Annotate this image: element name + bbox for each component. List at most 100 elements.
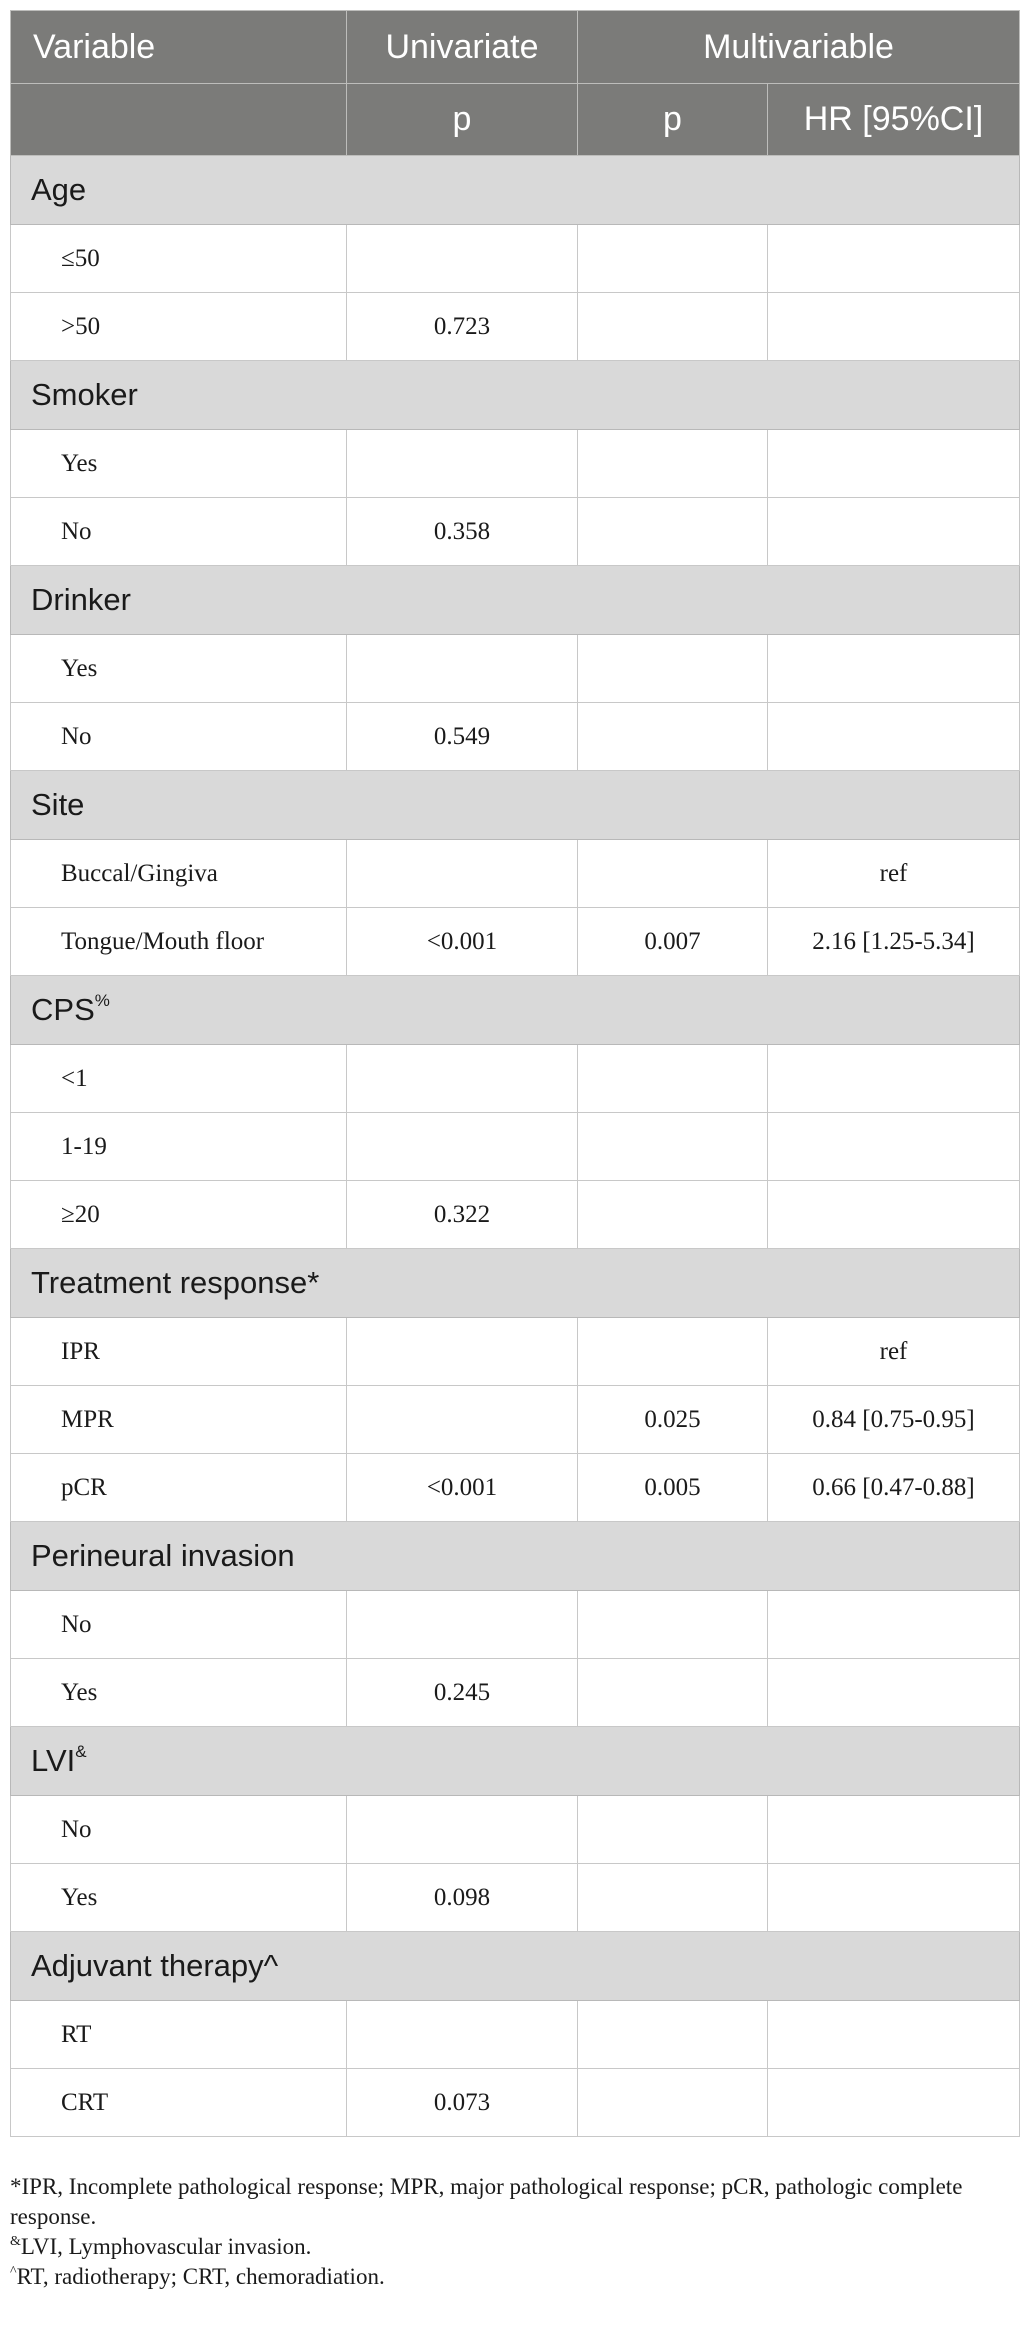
row-label: Yes xyxy=(10,429,347,498)
hazard-ratio-cell: 0.84 [0.75-0.95] xyxy=(766,1385,1021,1454)
multivariable-p-cell xyxy=(577,1658,768,1727)
univariate-p-cell: <0.001 xyxy=(346,907,578,976)
group-row: CPS% xyxy=(9,975,1021,1045)
hazard-ratio-cell xyxy=(766,292,1021,361)
univariate-p-cell xyxy=(346,1590,578,1659)
header-blank xyxy=(10,83,347,156)
hazard-ratio-cell xyxy=(766,1863,1021,1932)
table-body: Age ≤50 >50 0.723 Smoker Yes No 0.358 Drinker Yes… xyxy=(9,155,1021,2137)
group-name: Adjuvant therapy^ xyxy=(31,1948,279,1983)
row-label: No xyxy=(10,702,347,771)
header-row-2: p p HR [95%CI] xyxy=(10,83,1021,156)
row-label: IPR xyxy=(10,1317,347,1386)
hazard-ratio-cell: 2.16 [1.25-5.34] xyxy=(766,907,1021,976)
table-header: Variable Univariate Multivariable p p HR… xyxy=(10,10,1021,156)
table-row: >50 0.723 xyxy=(10,292,1021,361)
group-row: Perineural invasion xyxy=(9,1521,1021,1591)
hazard-ratio-cell xyxy=(766,702,1021,771)
table-footnotes: *IPR, Incomplete pathological response; … xyxy=(10,2172,1020,2292)
univariate-p-cell: 0.073 xyxy=(346,2068,578,2137)
univariate-p-cell xyxy=(346,429,578,498)
univariate-p-cell: 0.723 xyxy=(346,292,578,361)
header-multivariable: Multivariable xyxy=(576,10,1021,84)
univariate-p-cell: 0.245 xyxy=(346,1658,578,1727)
multivariable-p-cell: 0.025 xyxy=(577,1385,768,1454)
multivariable-p-cell xyxy=(577,429,768,498)
header-multivariable-p: p xyxy=(577,83,768,156)
table-row: No 0.549 xyxy=(10,702,1021,771)
group-label-cell: LVI& xyxy=(9,1726,1021,1796)
footnote-text: LVI, Lymphovascular invasion. xyxy=(20,2234,312,2259)
table-row: ≥20 0.322 xyxy=(10,1180,1021,1249)
regression-table: Variable Univariate Multivariable p p HR… xyxy=(9,10,1021,2137)
footnote-text: RT, radiotherapy; CRT, chemoradiation. xyxy=(16,2264,385,2289)
footnote-marker: ^ xyxy=(10,2264,17,2279)
univariate-p-cell xyxy=(346,1044,578,1113)
group-row: LVI& xyxy=(9,1726,1021,1796)
univariate-p-cell xyxy=(346,224,578,293)
hazard-ratio-cell xyxy=(766,1044,1021,1113)
table-row: MPR 0.025 0.84 [0.75-0.95] xyxy=(10,1385,1021,1454)
hazard-ratio-cell xyxy=(766,1658,1021,1727)
univariate-p-cell xyxy=(346,634,578,703)
multivariable-p-cell: 0.007 xyxy=(577,907,768,976)
group-row: Smoker xyxy=(9,360,1021,430)
row-label: Tongue/Mouth floor xyxy=(10,907,347,976)
multivariable-p-cell xyxy=(577,1180,768,1249)
table-row: No xyxy=(10,1590,1021,1659)
header-row-1: Variable Univariate Multivariable xyxy=(10,10,1021,84)
multivariable-p-cell xyxy=(577,224,768,293)
group-label-cell: Adjuvant therapy^ xyxy=(9,1931,1021,2001)
univariate-p-cell: 0.098 xyxy=(346,1863,578,1932)
univariate-p-cell xyxy=(346,1795,578,1864)
group-row: Site xyxy=(9,770,1021,840)
group-label-cell: CPS% xyxy=(9,975,1021,1045)
row-label: Buccal/Gingiva xyxy=(10,839,347,908)
group-name: Drinker xyxy=(31,582,131,617)
row-label: Yes xyxy=(10,634,347,703)
group-name: Smoker xyxy=(31,377,138,412)
row-label: 1-19 xyxy=(10,1112,347,1181)
table-row: No 0.358 xyxy=(10,497,1021,566)
group-name: Perineural invasion xyxy=(31,1538,295,1573)
multivariable-p-cell xyxy=(577,2000,768,2069)
table-row: Tongue/Mouth floor <0.001 0.007 2.16 [1.25-… xyxy=(10,907,1021,976)
hazard-ratio-cell xyxy=(766,1180,1021,1249)
row-label: >50 xyxy=(10,292,347,361)
hazard-ratio-cell xyxy=(766,2068,1021,2137)
hazard-ratio-cell xyxy=(766,497,1021,566)
group-superscript: & xyxy=(75,1742,87,1761)
table-row: Buccal/Gingiva ref xyxy=(10,839,1021,908)
univariate-p-cell: 0.322 xyxy=(346,1180,578,1249)
group-label-cell: Perineural invasion xyxy=(9,1521,1021,1591)
row-label: <1 xyxy=(10,1044,347,1113)
row-label: Yes xyxy=(10,1658,347,1727)
row-label: Yes xyxy=(10,1863,347,1932)
univariate-p-cell xyxy=(346,1385,578,1454)
row-label: No xyxy=(10,1590,347,1659)
row-label: RT xyxy=(10,2000,347,2069)
univariate-p-cell xyxy=(346,1317,578,1386)
group-label-cell: Age xyxy=(9,155,1021,225)
group-label-cell: Drinker xyxy=(9,565,1021,635)
table-row: Yes 0.245 xyxy=(10,1658,1021,1727)
table-row: IPR ref xyxy=(10,1317,1021,1386)
table-row: <1 xyxy=(10,1044,1021,1113)
footnote-text: *IPR, Incomplete pathological response; … xyxy=(10,2174,963,2229)
results-table-container: Variable Univariate Multivariable p p HR… xyxy=(9,10,1021,2137)
group-name: LVI xyxy=(31,1743,76,1778)
hazard-ratio-cell: ref xyxy=(766,1317,1021,1386)
group-label-cell: Treatment response* xyxy=(9,1248,1021,1318)
row-label: CRT xyxy=(10,2068,347,2137)
group-row: Drinker xyxy=(9,565,1021,635)
univariate-p-cell: <0.001 xyxy=(346,1453,578,1522)
group-label-cell: Site xyxy=(9,770,1021,840)
header-variable: Variable xyxy=(10,10,347,84)
row-label: ≥20 xyxy=(10,1180,347,1249)
footnote: *IPR, Incomplete pathological response; … xyxy=(10,2172,1020,2232)
multivariable-p-cell xyxy=(577,497,768,566)
footnote-marker: & xyxy=(10,2234,21,2249)
group-row: Treatment response* xyxy=(9,1248,1021,1318)
multivariable-p-cell xyxy=(577,702,768,771)
table-row: Yes 0.098 xyxy=(10,1863,1021,1932)
